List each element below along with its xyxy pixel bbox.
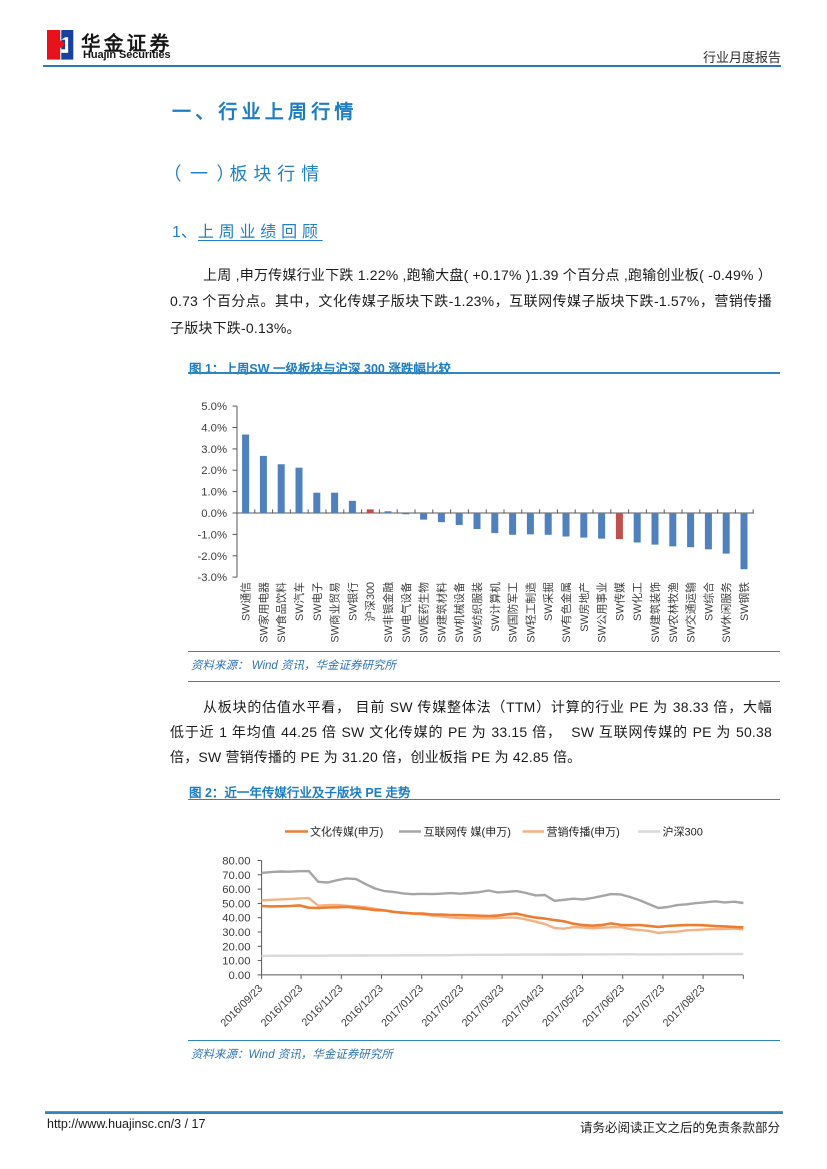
svg-text:SW医药生物: SW医药生物 xyxy=(417,582,431,643)
svg-text:SW传媒: SW传媒 xyxy=(613,582,626,621)
svg-text:SW建筑材料: SW建筑材料 xyxy=(434,582,448,643)
svg-text:SW房地产: SW房地产 xyxy=(577,582,591,632)
svg-text:SW通信: SW通信 xyxy=(240,582,253,621)
svg-text:SW有色金属: SW有色金属 xyxy=(559,582,573,643)
svg-text:1.0%: 1.0% xyxy=(201,487,227,499)
svg-text:0.00: 0.00 xyxy=(229,970,251,982)
svg-text:SW银行: SW银行 xyxy=(345,582,359,621)
svg-text:SW计算机: SW计算机 xyxy=(488,582,502,632)
svg-text:SW休闲服务: SW休闲服务 xyxy=(719,582,733,643)
svg-text:40.00: 40.00 xyxy=(222,913,250,925)
svg-text:2017/01/23: 2017/01/23 xyxy=(379,983,426,1030)
svg-text:SW轻工制造: SW轻工制造 xyxy=(523,582,537,643)
svg-text:SW交通运输: SW交通运输 xyxy=(684,582,698,643)
svg-text:SW商业贸易: SW商业贸易 xyxy=(328,582,342,643)
svg-text:5.0%: 5.0% xyxy=(201,401,227,413)
svg-text:SW家用电器: SW家用电器 xyxy=(256,582,270,643)
svg-text:2017/03/23: 2017/03/23 xyxy=(460,983,507,1030)
svg-text:80.00: 80.00 xyxy=(222,856,250,868)
svg-text:SW综合: SW综合 xyxy=(701,582,715,621)
svg-text:互联网传 媒(申万): 互联网传 媒(申万) xyxy=(424,826,511,839)
svg-text:SW钢铁: SW钢铁 xyxy=(738,582,751,621)
svg-text:沪深300: 沪深300 xyxy=(663,825,703,839)
svg-text:2017/06/23: 2017/06/23 xyxy=(580,983,627,1030)
svg-text:SW化工: SW化工 xyxy=(630,582,644,621)
svg-text:-2.0%: -2.0% xyxy=(197,551,227,563)
svg-text:0.0%: 0.0% xyxy=(201,508,227,520)
svg-text:2017/07/23: 2017/07/23 xyxy=(621,983,668,1030)
svg-text:SW采掘: SW采掘 xyxy=(541,582,555,621)
svg-text:2017/08/23: 2017/08/23 xyxy=(661,983,708,1030)
svg-text:2017/04/23: 2017/04/23 xyxy=(500,983,547,1030)
svg-text:50.00: 50.00 xyxy=(222,898,250,910)
svg-text:20.00: 20.00 xyxy=(222,941,250,953)
svg-text:SW建筑装饰: SW建筑装饰 xyxy=(648,582,662,643)
svg-text:SW非银金融: SW非银金融 xyxy=(381,582,395,643)
svg-text:2016/10/23: 2016/10/23 xyxy=(259,983,306,1030)
svg-text:2016/09/23: 2016/09/23 xyxy=(219,983,266,1030)
svg-text:60.00: 60.00 xyxy=(222,884,250,896)
svg-text:2016/11/23: 2016/11/23 xyxy=(299,983,345,1029)
svg-text:2016/12/23: 2016/12/23 xyxy=(339,983,386,1030)
svg-text:SW食品饮料: SW食品饮料 xyxy=(274,582,288,643)
svg-text:10.00: 10.00 xyxy=(222,956,250,968)
svg-text:2017/02/23: 2017/02/23 xyxy=(420,983,467,1030)
svg-text:3.0%: 3.0% xyxy=(201,444,227,456)
svg-text:营销传播(申万): 营销传播(申万) xyxy=(547,825,620,839)
svg-text:2017/05/23: 2017/05/23 xyxy=(540,983,587,1030)
svg-text:文化传媒(申万): 文化传媒(申万) xyxy=(310,825,383,839)
svg-text:SW农林牧渔: SW农林牧渔 xyxy=(666,582,680,643)
svg-text:70.00: 70.00 xyxy=(222,870,250,882)
svg-text:30.00: 30.00 xyxy=(222,927,250,939)
svg-text:SW机械设备: SW机械设备 xyxy=(452,582,466,643)
svg-text:SW公用事业: SW公用事业 xyxy=(596,582,609,643)
svg-text:SW汽车: SW汽车 xyxy=(292,582,306,621)
svg-text:SW国防军工: SW国防军工 xyxy=(506,582,520,643)
svg-text:SW电子: SW电子 xyxy=(311,582,324,621)
svg-text:4.0%: 4.0% xyxy=(201,423,227,435)
svg-text:-3.0%: -3.0% xyxy=(197,572,227,584)
svg-text:2.0%: 2.0% xyxy=(201,465,227,477)
svg-text:-1.0%: -1.0% xyxy=(197,529,227,541)
svg-text:沪深300: 沪深300 xyxy=(363,582,377,622)
svg-text:SW纺织服装: SW纺织服装 xyxy=(470,582,484,643)
svg-text:SW电气设备: SW电气设备 xyxy=(399,582,413,643)
